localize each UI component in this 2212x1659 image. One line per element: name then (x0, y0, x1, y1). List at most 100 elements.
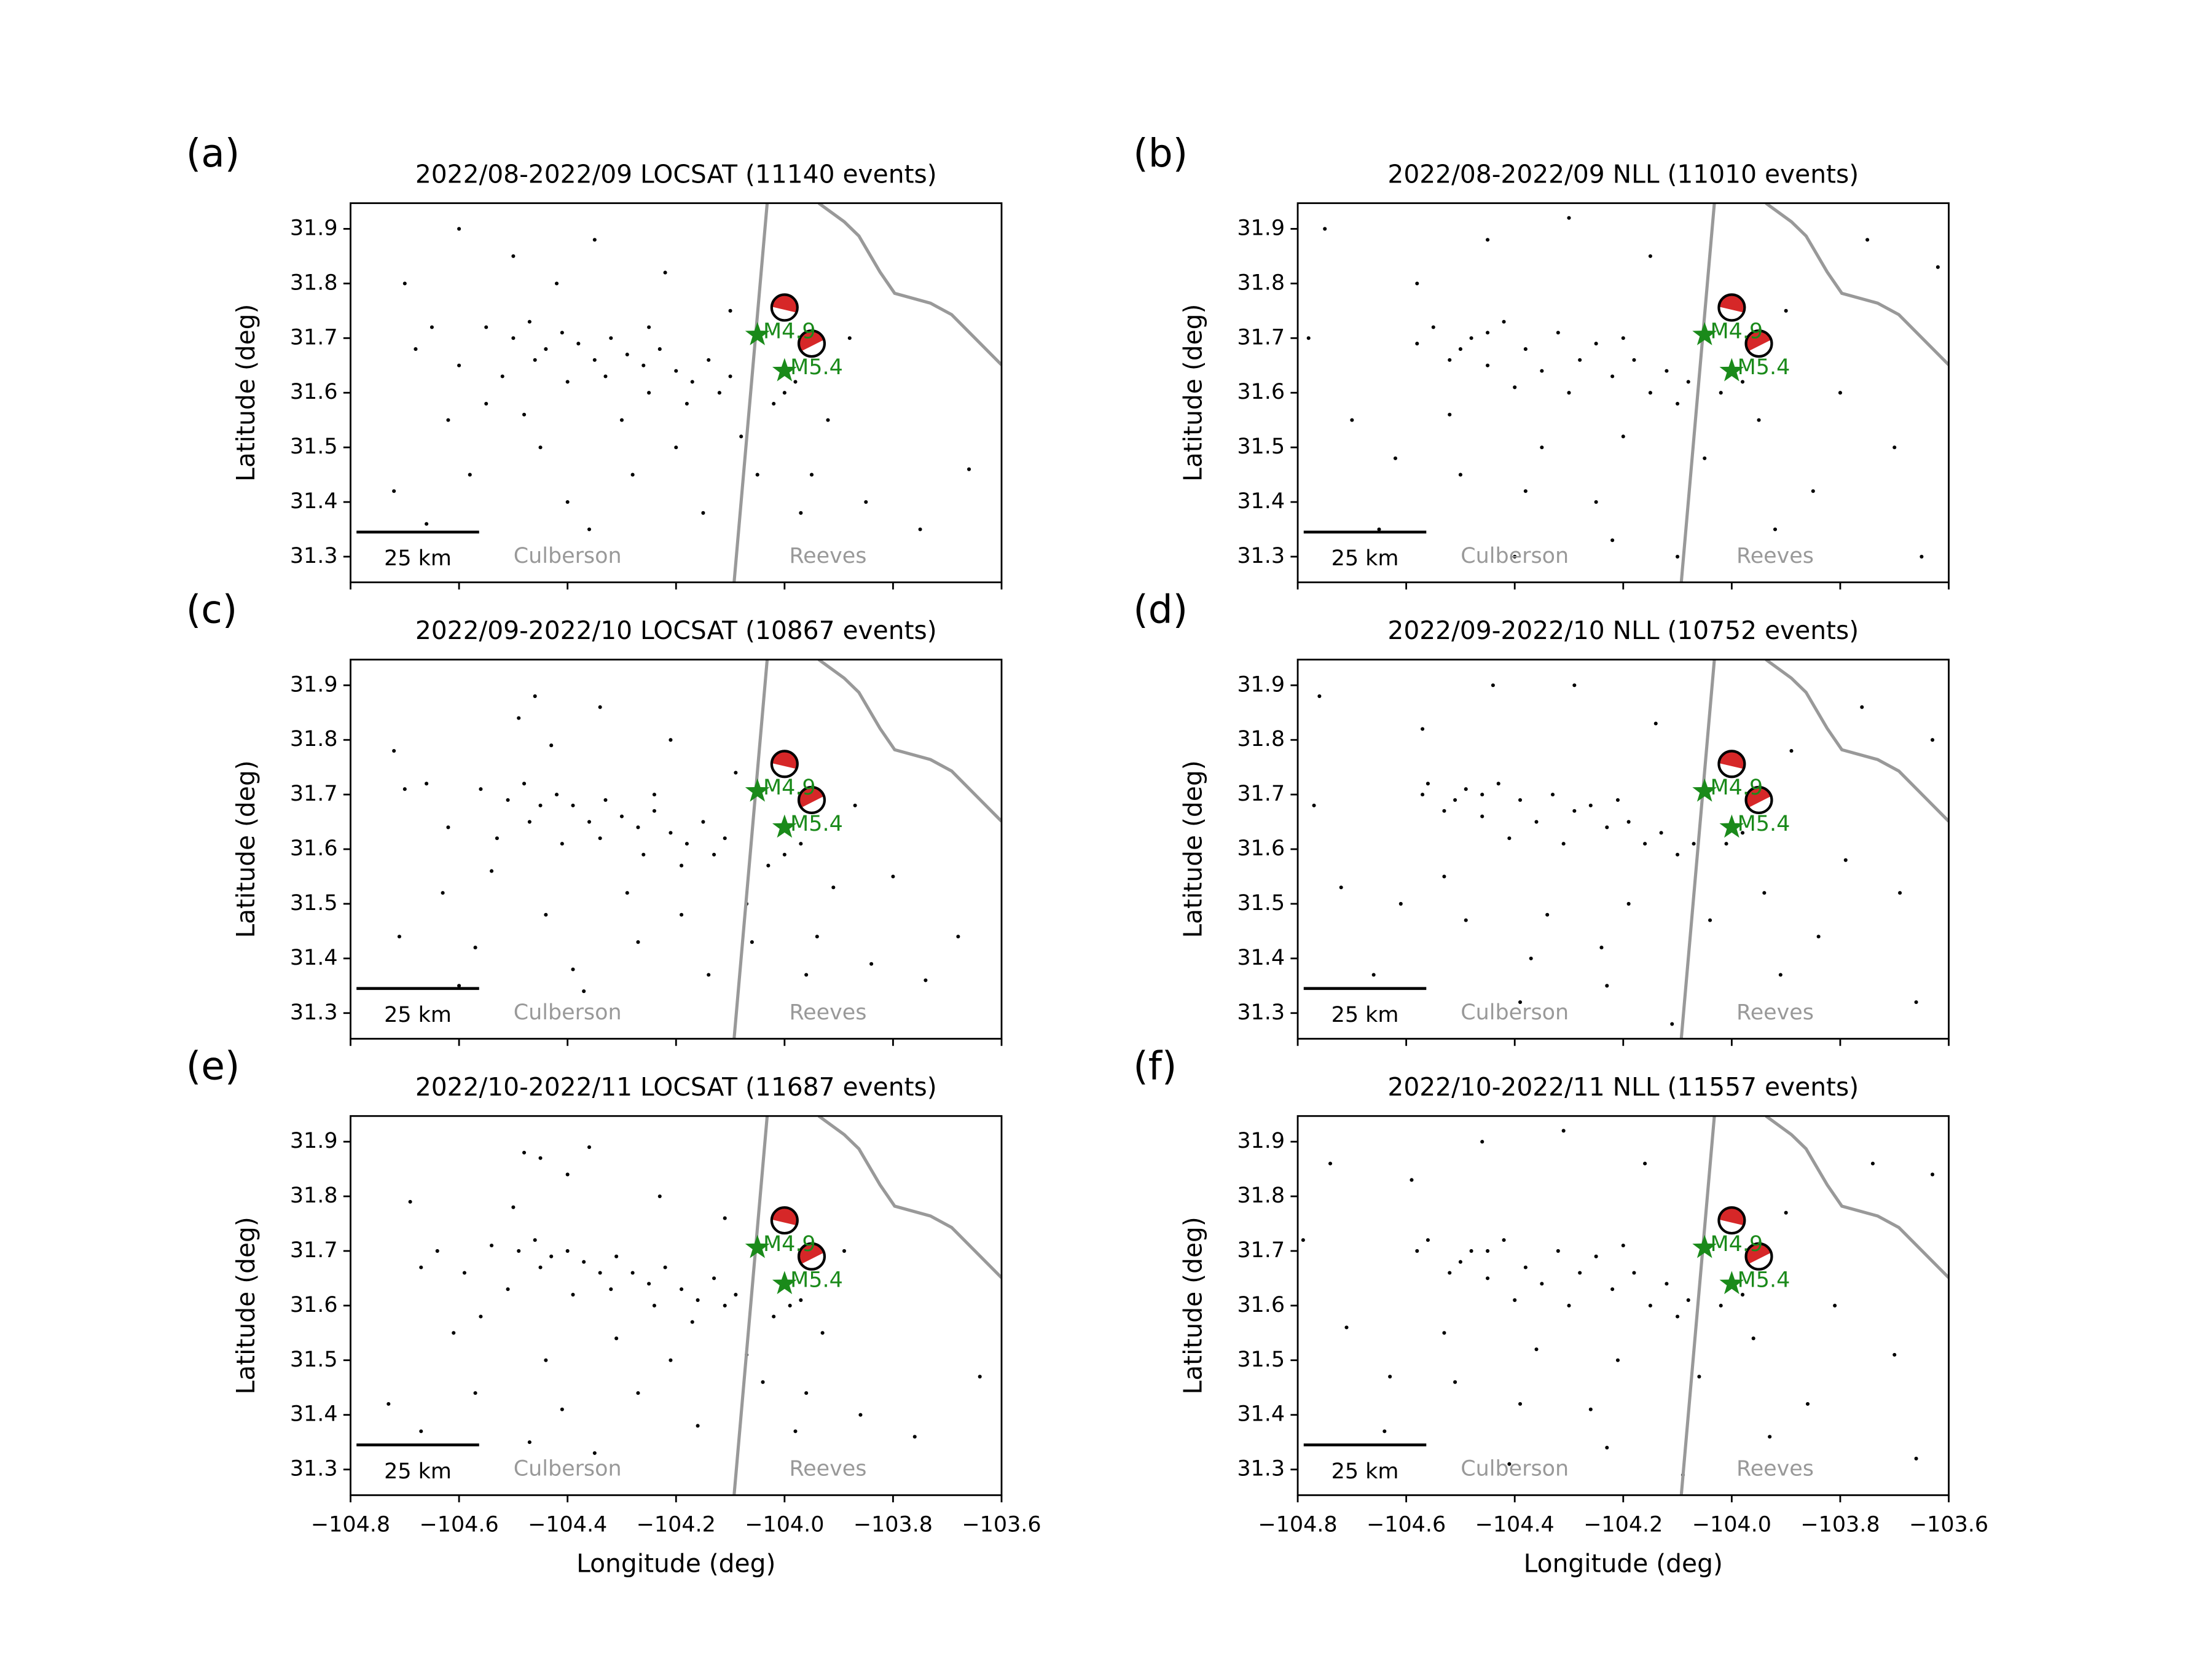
event-point (924, 978, 928, 982)
event-point (1486, 1276, 1490, 1281)
event-point (1605, 1445, 1609, 1450)
x-tick-label: −103.6 (962, 1512, 1041, 1537)
event-point (619, 814, 624, 818)
event-point (1393, 456, 1397, 460)
y-tick-label: 31.6 (1237, 380, 1285, 404)
event-point (1502, 320, 1506, 324)
y-tick-label: 31.7 (290, 325, 338, 350)
beachball-edge (1744, 1242, 1773, 1271)
event-point (669, 738, 673, 742)
event-point (598, 705, 602, 709)
axes-frame (350, 659, 1003, 1040)
event-point (571, 967, 575, 971)
event-point (1567, 216, 1571, 220)
event-point (1426, 1238, 1430, 1242)
x-tick-label: −103.8 (853, 1512, 933, 1537)
event-point (1523, 1265, 1528, 1269)
beachball-lobe (1719, 750, 1745, 769)
mainshock-star (772, 358, 797, 382)
event-point (793, 1429, 798, 1433)
event-point (869, 962, 874, 966)
y-axis-label: Latitude (deg) (231, 760, 261, 938)
event-point (1615, 1358, 1620, 1362)
y-tick-label: 31.6 (290, 1293, 338, 1317)
y-tick-label: 31.4 (290, 1402, 338, 1427)
event-point (1502, 1238, 1506, 1242)
mainshock-star (772, 1271, 797, 1295)
x-tick-label: −104.6 (419, 1512, 498, 1537)
event-point (1561, 1129, 1566, 1133)
event-point (1676, 852, 1680, 857)
magnitude-label: M4.9 (763, 1232, 816, 1257)
boundary-line (732, 203, 769, 582)
event-point (484, 401, 488, 406)
beachball-lobe (1719, 1207, 1745, 1226)
event-point (1605, 984, 1609, 988)
event-point (1578, 358, 1582, 362)
event-point (1632, 1271, 1636, 1275)
event-point (799, 1298, 803, 1302)
event-point (614, 1254, 619, 1258)
event-point (755, 473, 759, 477)
x-tick-label: −104.4 (1475, 1512, 1555, 1537)
y-tick-label: 31.6 (290, 380, 338, 404)
event-point (1757, 418, 1761, 422)
event-point (1594, 342, 1598, 346)
event-point (592, 238, 597, 242)
beachball (770, 750, 799, 779)
y-tick-label: 31.3 (1237, 1000, 1285, 1025)
event-point (468, 473, 472, 477)
event-point (1377, 527, 1381, 531)
magnitude-label: M4.9 (763, 775, 816, 800)
beachball (1717, 750, 1746, 779)
panel-label: (f) (1133, 1044, 1177, 1089)
event-point (1816, 935, 1821, 939)
boundary-line (732, 1116, 769, 1496)
beachball-edge (1744, 785, 1773, 815)
beachball-lobe (1719, 294, 1745, 313)
event-point (680, 863, 684, 868)
event-point (669, 831, 673, 835)
event-point (571, 803, 575, 807)
event-point (560, 842, 564, 846)
event-point (1529, 956, 1533, 960)
county-label: Reeves (1736, 544, 1814, 568)
y-tick-label: 31.8 (290, 1183, 338, 1208)
event-point (576, 342, 581, 346)
y-tick-label: 31.6 (1237, 836, 1285, 861)
event-point (1892, 445, 1897, 450)
event-point (761, 1380, 765, 1384)
boundary-line (1679, 1116, 1716, 1496)
event-point (419, 1265, 423, 1269)
mainshock-star (745, 321, 770, 345)
event-point (1458, 347, 1462, 351)
mainshock-star (1692, 1234, 1717, 1258)
event-point (1442, 809, 1446, 813)
event-point (565, 1249, 570, 1253)
event-point (1301, 1238, 1305, 1242)
event-point (517, 716, 521, 720)
x-axis-label: Longitude (deg) (1524, 1548, 1723, 1578)
y-tick-label: 31.9 (1237, 216, 1285, 240)
event-point (1936, 265, 1940, 269)
event-point (425, 782, 429, 786)
event-point (603, 374, 608, 378)
magnitude-label: M5.4 (1738, 355, 1790, 380)
event-point (1480, 1140, 1484, 1144)
event-point (527, 820, 531, 824)
y-tick-label: 31.5 (290, 1347, 338, 1372)
event-point (1458, 473, 1462, 477)
event-point (1550, 793, 1555, 797)
event-point (826, 418, 830, 422)
panel-title: 2022/08-2022/09 LOCSAT (11140 events) (415, 159, 937, 189)
mainshock-star (745, 778, 770, 802)
mainshock-star (1692, 321, 1717, 345)
y-tick-label: 31.4 (1237, 489, 1285, 514)
event-point (1898, 891, 1902, 895)
magnitude-label: M4.9 (763, 319, 816, 343)
event-point (1442, 1331, 1446, 1335)
event-point (560, 331, 564, 335)
plot-area (1306, 203, 1949, 582)
event-point (1398, 901, 1403, 906)
event-point (1556, 1249, 1560, 1253)
